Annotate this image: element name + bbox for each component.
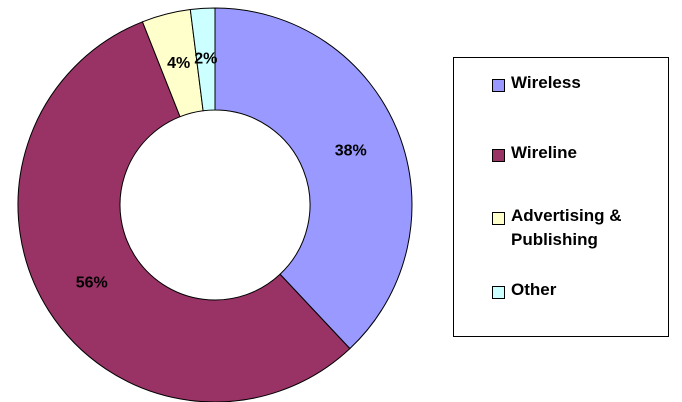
data-label: 38%	[335, 142, 367, 159]
donut-slice	[189, 7, 216, 112]
legend-swatch	[492, 286, 505, 299]
legend-swatch	[492, 212, 505, 225]
data-label: 4%	[167, 55, 190, 72]
donut-plot: 38% 56% 4% 2%	[17, 7, 413, 402]
donut-slice	[214, 7, 413, 350]
data-label: 2%	[194, 51, 217, 68]
legend-swatch	[492, 149, 505, 162]
donut-slice	[17, 21, 351, 402]
legend-label: Advertising & Publishing	[511, 206, 622, 249]
legend-item: Other	[492, 280, 661, 302]
legend-item: Advertising & Publishing	[492, 206, 661, 252]
legend-label: Other	[511, 280, 557, 299]
legend-item: Wireline	[492, 143, 661, 165]
legend-swatch	[492, 79, 505, 92]
legend-label: Wireless	[511, 73, 581, 92]
legend-label: Wireline	[511, 143, 577, 162]
data-label: 56%	[76, 274, 108, 291]
legend: Wireless Wireline Advertising & Publishing…	[453, 57, 669, 337]
legend-item: Wireless	[492, 73, 661, 95]
